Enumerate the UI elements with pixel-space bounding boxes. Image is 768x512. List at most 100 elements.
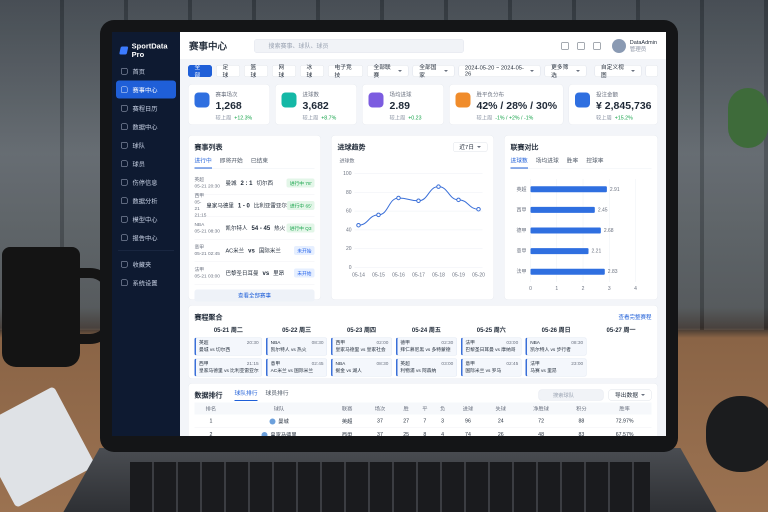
filter-dropdown[interactable]: 2024-05-20 ~ 2024-05-26 — [458, 65, 541, 77]
game-card[interactable]: NBA 08:30 凯尔特人 vs 步行者 — [525, 337, 587, 356]
stat-compare: 较上周 -1% / +2% / -1% — [476, 114, 557, 122]
table-cell: 37 — [363, 427, 397, 436]
match-meta: 西甲 05-21 21:15 — [195, 193, 207, 219]
match-row[interactable]: 意甲 05-21 02:45 AC米兰 vs 国际米兰 未开始 — [194, 240, 315, 262]
x-tick-label: 05-16 — [392, 273, 405, 279]
nav-item[interactable]: 模型中心 — [116, 210, 176, 228]
filter-dropdown[interactable]: 全部联赛 — [367, 65, 409, 79]
bar — [530, 186, 607, 193]
league: 法甲 — [194, 267, 205, 273]
game-match: 凯尔特人 vs 热火 — [270, 347, 307, 353]
column-header: 场次 — [363, 402, 397, 415]
game-match: AC米兰 vs 国际米兰 — [270, 368, 314, 374]
match-row[interactable]: 西甲 05-21 21:15 皇家马德里 1 - 0 比利亚雷亚尔 进行中 65' — [194, 193, 315, 219]
game-league: NBA — [530, 340, 540, 346]
caret — [530, 70, 535, 74]
period-dropdown[interactable]: 近7日 — [452, 142, 488, 152]
panel-header: 数据排行 球队排行 球员排行 搜索球队 导出数据 — [195, 389, 652, 401]
game-time: 02:30 — [441, 340, 454, 346]
cell-text: 72 — [538, 418, 544, 424]
nav-item[interactable]: 数据中心 — [116, 118, 176, 136]
day-column: 05-24 周五 德甲 02:30 拜仁慕尼黑 vs 多特蒙德 英超 03:00 利物浦 v… — [395, 326, 457, 377]
tab[interactable]: 胜率 — [566, 158, 579, 164]
category-label: 西甲 — [516, 207, 526, 213]
trend-point — [376, 212, 381, 218]
stat-change: +8.7% — [321, 115, 337, 121]
export-button[interactable]: 导出数据 — [608, 389, 652, 401]
game-card[interactable]: 西甲 02:00 皇家马德里 vs 皇家社会 — [331, 337, 392, 356]
home-team: 凯尔特人 — [225, 225, 248, 232]
nav-item[interactable]: 首页 — [116, 62, 176, 80]
home-team: 皇家马德里 — [206, 203, 234, 209]
tab[interactable]: 场均进球 — [535, 158, 559, 164]
game-card[interactable]: 西甲 21:15 皇家马德里 vs 比利亚雷亚尔 — [194, 358, 263, 377]
sport-filter[interactable]: 全部 — [188, 65, 212, 79]
game-league: 英超 — [199, 340, 209, 346]
caret — [631, 70, 636, 74]
nav-item[interactable]: 报告中心 — [116, 229, 176, 247]
table-cell: 24 — [484, 414, 518, 428]
column-header: 净胜球 — [517, 402, 565, 415]
table-cell: 83 — [564, 427, 598, 436]
tab[interactable]: 控球率 — [586, 158, 604, 164]
search-box[interactable]: 搜索赛事、球队、球员 — [254, 38, 464, 53]
game-card[interactable]: 法甲 03:00 巴黎圣日耳曼 vs 摩纳哥 — [460, 337, 522, 356]
caret — [575, 70, 580, 74]
nav-item[interactable]: 赛程日历 — [116, 99, 176, 117]
nav-item[interactable]: 系统设置 — [116, 274, 176, 292]
game-card[interactable]: 意甲 02:45 AC米兰 vs 国际米兰 — [266, 358, 328, 377]
nav-item[interactable]: 球员 — [116, 155, 176, 173]
tab[interactable]: 已结束 — [250, 158, 268, 164]
game-card[interactable]: 法甲 23:00 马赛 vs 里昂 — [525, 358, 587, 377]
nav-item[interactable]: 收藏夹 — [116, 255, 176, 273]
nav-item[interactable]: 赛事中心 — [116, 80, 176, 99]
tab[interactable]: 进球数 — [510, 157, 528, 169]
table-cell: 96 — [451, 414, 485, 428]
game-card[interactable]: 意甲 02:45 国际米兰 vs 罗马 — [460, 358, 522, 377]
game-card[interactable]: 英超 20:30 曼城 vs 切尔西 — [194, 337, 263, 356]
tab[interactable]: 即将开始 — [219, 158, 243, 164]
sport-filter[interactable]: 网球 — [272, 65, 296, 79]
view-all-button[interactable]: 查看全部赛事 — [194, 289, 315, 302]
calendar-icon[interactable] — [560, 41, 569, 50]
nav-item[interactable]: 伤停信息 — [116, 173, 176, 191]
sport-filter[interactable]: 电子竞技 — [328, 65, 363, 79]
y-tick-label: 60 — [346, 209, 352, 215]
game-league: 法甲 — [465, 340, 475, 346]
away-team: 热火 — [274, 225, 286, 232]
game-card[interactable]: 英超 03:00 利物浦 vs 阿森纳 — [395, 358, 457, 377]
match-row[interactable]: 法甲 05-21 03:00 巴黎圣日耳曼 vs 里昂 未开始 — [194, 262, 315, 285]
game-card[interactable]: 德甲 02:30 拜仁慕尼黑 vs 多特蒙德 — [395, 337, 457, 356]
schedule-link[interactable]: 查看完整赛程 — [618, 314, 652, 321]
table-body: 1 曼城 英超 37 27 7 3 96 24 72 88 72.97% 2 皇家马德里 西甲 37 25 8 4 7… — [194, 414, 652, 437]
filter-dropdown[interactable]: 更多筛选 — [544, 65, 587, 79]
value-label: 2.21 — [592, 249, 602, 255]
stat-label: 投注金额 — [596, 92, 619, 98]
match-row[interactable]: NBA 05-21 08:30 凯尔特人 54 - 45 热火 进行中 Q3 — [194, 217, 315, 240]
table-cell: 37 — [363, 414, 397, 428]
view-dropdown[interactable]: 自定义视图 — [594, 65, 642, 79]
tab[interactable]: 球员排行 — [265, 390, 289, 397]
help-icon[interactable] — [592, 41, 601, 50]
game-time: 20:30 — [246, 340, 259, 346]
tab[interactable]: 球队排行 — [234, 389, 258, 401]
avatar[interactable] — [611, 38, 626, 53]
refresh-button[interactable] — [645, 65, 658, 77]
y-tick-label: 20 — [346, 246, 352, 252]
game-card[interactable]: NBA 08:30 凯尔特人 vs 热火 — [266, 337, 328, 356]
ranking-search[interactable]: 搜索球队 — [538, 389, 604, 401]
nav-item[interactable]: 球队 — [116, 136, 176, 154]
game-card[interactable]: NBA 08:30 掘金 vs 湖人 — [331, 358, 392, 377]
filter-dropdown[interactable]: 全部国家 — [412, 65, 455, 79]
mouse — [706, 396, 768, 472]
match-row[interactable]: 英超 05-21 20:30 曼城 2 : 1 切尔西 进行中 78' — [194, 172, 315, 195]
sport-filter[interactable]: 足球 — [216, 65, 240, 79]
tab[interactable]: 进行中 — [194, 157, 212, 169]
x-tick-label: 4 — [634, 286, 637, 292]
sport-filter[interactable]: 冰球 — [300, 65, 324, 79]
cell-text: 2 — [209, 431, 213, 437]
status-badge: 未开始 — [294, 268, 315, 278]
nav-item[interactable]: 数据分析 — [116, 192, 176, 210]
sport-filter[interactable]: 篮球 — [244, 65, 268, 79]
bell-icon[interactable] — [576, 41, 585, 50]
